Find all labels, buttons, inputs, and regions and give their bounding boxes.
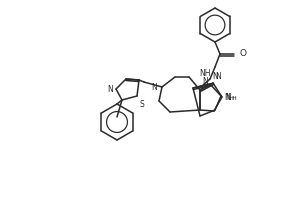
Text: N: N (224, 92, 230, 102)
Text: N: N (151, 82, 157, 92)
Text: S: S (139, 100, 144, 109)
Text: H: H (231, 97, 236, 102)
Text: N: N (225, 92, 231, 102)
Text: O: O (239, 49, 246, 58)
Text: H: H (229, 97, 233, 102)
Text: N: N (212, 72, 218, 81)
Text: N: N (215, 72, 221, 81)
Text: N: N (202, 77, 208, 86)
Text: NH: NH (200, 69, 211, 78)
Text: N: N (107, 84, 113, 94)
